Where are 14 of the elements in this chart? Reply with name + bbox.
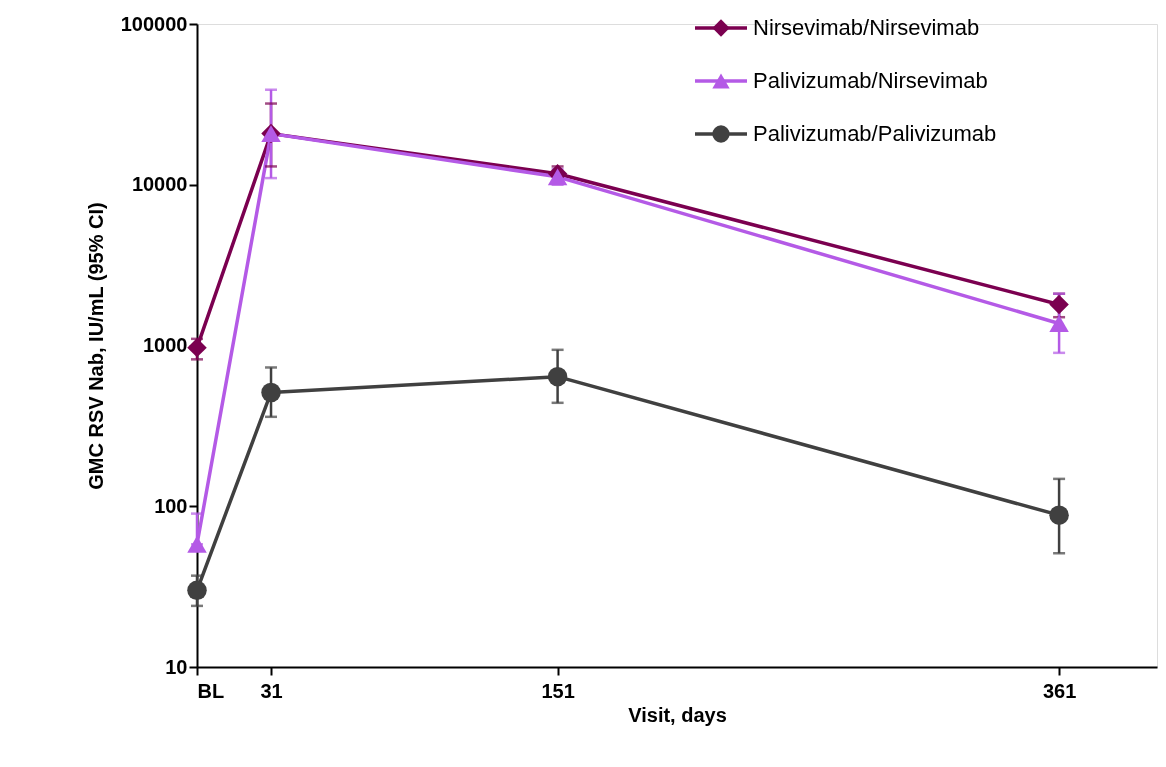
legend-label: Palivizumab/Nirsevimab	[753, 68, 988, 93]
x-tick-label: BL	[197, 679, 225, 702]
legend-label: Nirsevimab/Nirsevimab	[753, 15, 980, 40]
x-axis-title: Visit, days	[628, 703, 727, 726]
legend-label: Palivizumab/Palivizumab	[753, 121, 997, 146]
y-axis-title: GMC RSV Nab, IU/mL (95% CI)	[84, 202, 107, 490]
y-tick-label: 10	[165, 655, 188, 678]
y-tick-label: 100000	[120, 12, 188, 35]
x-tick-label: 151	[541, 679, 575, 702]
y-tick-label: 10000	[131, 173, 188, 196]
y-tick-label: 100	[154, 494, 188, 517]
x-tick-label: 361	[1042, 679, 1077, 702]
x-tick-label: 31	[260, 679, 283, 702]
y-tick-label: 1000	[143, 334, 188, 356]
